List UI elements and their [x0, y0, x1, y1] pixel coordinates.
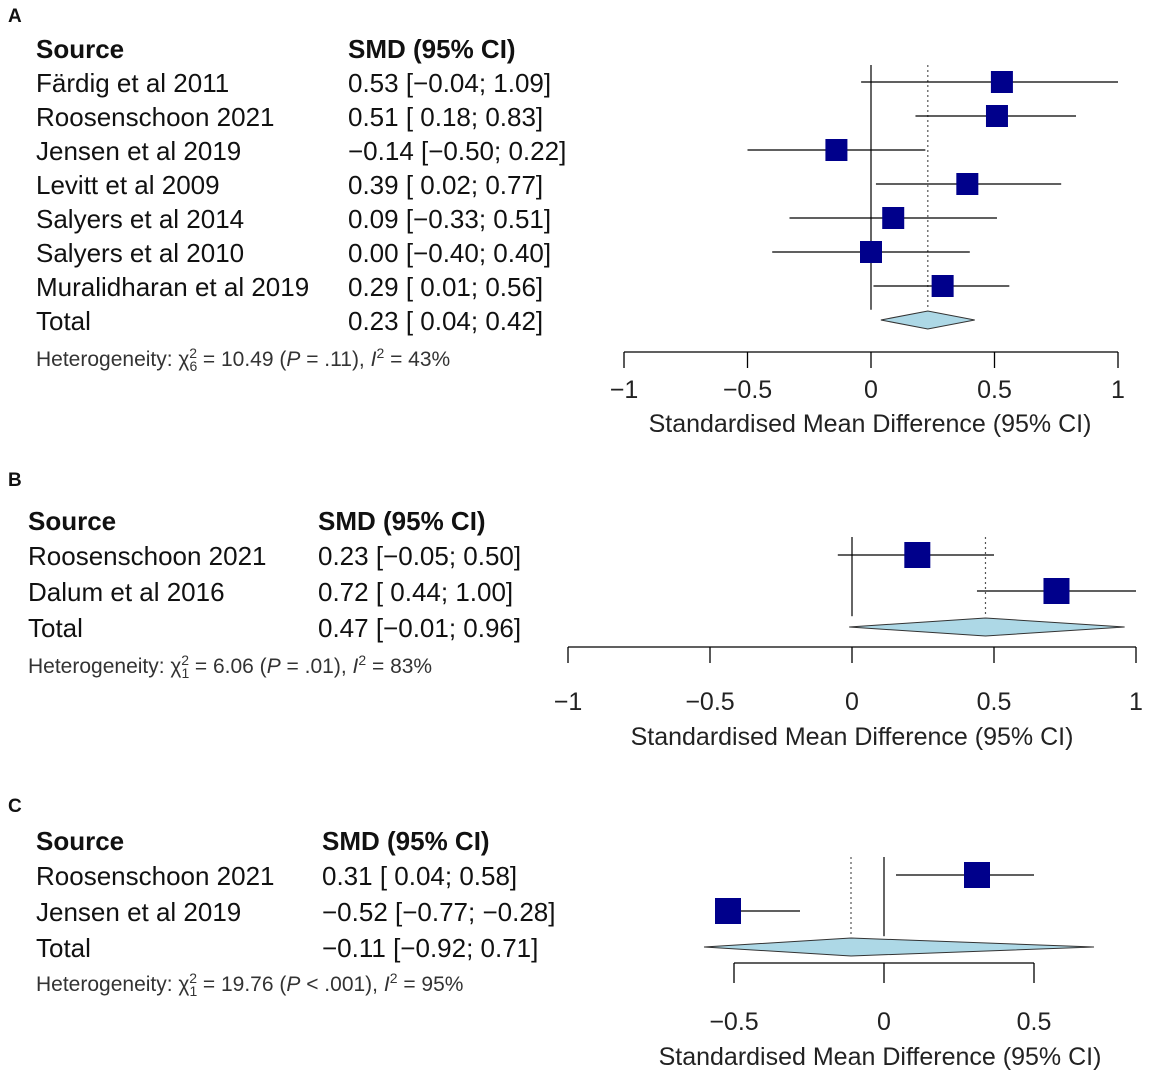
forest-plot-a: −1 −0.5 0 0.5 1 Standardised Mean Difference …: [610, 65, 1125, 438]
panel-letter: B: [8, 470, 22, 491]
study-name: Roosenschoon 2021: [28, 541, 267, 571]
x-tick-label: −1: [554, 688, 583, 716]
effect-square: [931, 275, 954, 297]
effect-square: [1043, 578, 1070, 604]
effect-square: [882, 207, 905, 229]
effect-square: [964, 862, 990, 888]
effect-square: [715, 898, 741, 924]
header-source: Source: [36, 34, 125, 64]
study-ci: 0.09 [−0.33; 0.51]: [348, 204, 552, 234]
x-tick-label: 0.5: [977, 376, 1012, 404]
study-ci: 0.29 [ 0.01; 0.56]: [348, 272, 544, 302]
study-ci: −0.14 [−0.50; 0.22]: [348, 136, 567, 166]
forest-panel-b: B Source SMD (95% CI) Roosenschoon 2021 …: [8, 470, 1143, 751]
study-ci: 0.51 [ 0.18; 0.83]: [348, 102, 544, 132]
effect-square: [825, 139, 848, 161]
study-name: Roosenschoon 2021: [36, 861, 275, 891]
heterogeneity-stat: Heterogeneity: χ62 = 10.49 (P = .11), I2…: [36, 345, 451, 375]
x-axis-label: Standardised Mean Difference (95% CI): [659, 1043, 1102, 1071]
total-name: Total: [36, 933, 91, 963]
panel-letter: C: [8, 796, 22, 817]
study-ci: −0.52 [−0.77; −0.28]: [322, 897, 556, 927]
total-ci: −0.11 [−0.92; 0.71]: [322, 933, 539, 963]
header-smd: SMD (95% CI): [322, 826, 490, 856]
x-tick-label: 1: [1129, 688, 1143, 716]
study-name: Salyers et al 2014: [36, 204, 245, 234]
study-name: Levitt et al 2009: [36, 170, 220, 200]
x-tick-label: −0.5: [723, 376, 772, 404]
study-ci: 0.53 [−0.04; 1.09]: [348, 68, 552, 98]
x-tick-label: 0: [864, 376, 878, 404]
x-axis-label: Standardised Mean Difference (95% CI): [631, 723, 1074, 751]
pooled-diamond: [703, 937, 1095, 957]
x-tick-label: 1: [1111, 376, 1125, 404]
x-axis-label: Standardised Mean Difference (95% CI): [649, 410, 1092, 438]
effect-square: [904, 542, 931, 568]
x-tick-label: −1: [610, 376, 639, 404]
pooled-diamond: [880, 310, 975, 330]
study-ci: 0.39 [ 0.02; 0.77]: [348, 170, 544, 200]
total-name: Total: [36, 306, 91, 336]
study-name: Roosenschoon 2021: [36, 102, 275, 132]
study-name: Muralidharan et al 2019: [36, 272, 310, 302]
heterogeneity-stat: Heterogeneity: χ12 = 6.06 (P = .01), I2 …: [28, 652, 433, 682]
study-name: Salyers et al 2010: [36, 238, 245, 268]
forest-panel-a: A Source SMD (95% CI) Färdig et al 2011 …: [0, 0, 1170, 450]
study-name: Jensen et al 2019: [36, 897, 242, 927]
x-tick-label: 0: [877, 1008, 891, 1036]
study-ci: 0.72 [ 0.44; 1.00]: [318, 577, 514, 607]
heterogeneity-stat: Heterogeneity: χ12 = 19.76 (P < .001), I…: [36, 970, 464, 1000]
study-name: Jensen et al 2019: [36, 136, 242, 166]
header-smd: SMD (95% CI): [348, 34, 516, 64]
study-ci: 0.00 [−0.40; 0.40]: [348, 238, 552, 268]
x-tick-label: 0.5: [977, 688, 1012, 716]
x-tick-label: −0.5: [709, 1008, 758, 1036]
effect-square: [956, 173, 979, 195]
header-smd: SMD (95% CI): [318, 506, 486, 536]
study-name: Färdig et al 2011: [36, 68, 230, 98]
study-ci: 0.31 [ 0.04; 0.58]: [322, 861, 518, 891]
forest-plot-b: −1 −0.5 0 0.5 1 Standardised Mean Difference …: [554, 537, 1143, 751]
total-ci: 0.47 [−0.01; 0.96]: [318, 613, 522, 643]
pooled-diamond: [849, 617, 1125, 637]
panel-letter: A: [8, 6, 22, 27]
header-source: Source: [28, 506, 117, 536]
x-tick-label: −0.5: [685, 688, 734, 716]
total-ci: 0.23 [ 0.04; 0.42]: [348, 306, 544, 336]
x-tick-label: 0: [845, 688, 859, 716]
header-source: Source: [36, 826, 125, 856]
study-ci: 0.23 [−0.05; 0.50]: [318, 541, 522, 571]
effect-square: [990, 71, 1013, 93]
effect-square: [860, 241, 882, 263]
x-tick-label: 0.5: [1017, 1008, 1052, 1036]
total-name: Total: [28, 613, 83, 643]
study-name: Dalum et al 2016: [28, 577, 225, 607]
effect-square: [985, 105, 1008, 127]
